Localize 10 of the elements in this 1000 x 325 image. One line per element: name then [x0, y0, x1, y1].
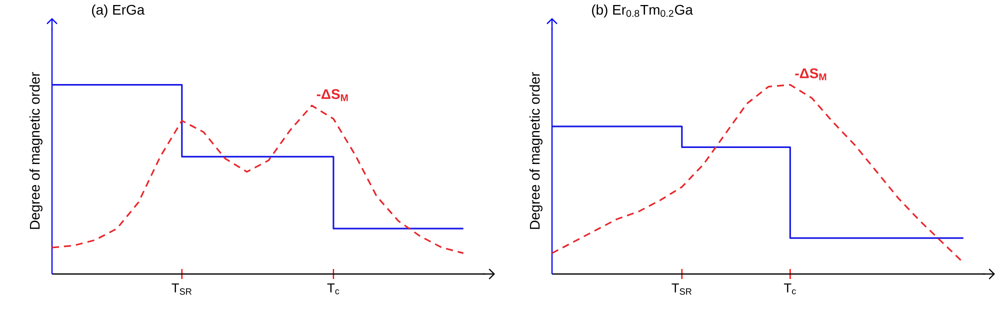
chart-title: (a) ErGa: [92, 4, 145, 18]
y-axis-title: Degree of magnetic order: [29, 72, 42, 229]
x-tick-label: T$_{SR}$: [672, 284, 692, 295]
x-tick-label: T$_{c}$: [784, 284, 796, 294]
chart-title: (b) Er$_{0.8}$Tm$_{0.2}$Ga: [592, 4, 693, 18]
text: -ΔS$_{M}$: [795, 68, 826, 80]
y-axis-title: Degree of magnetic order: [529, 72, 542, 229]
x-tick-label: T$_{c}$: [327, 284, 340, 294]
x-tick-label: T$_{SR}$: [172, 284, 192, 295]
text: -ΔS$_{M}$: [316, 89, 348, 102]
